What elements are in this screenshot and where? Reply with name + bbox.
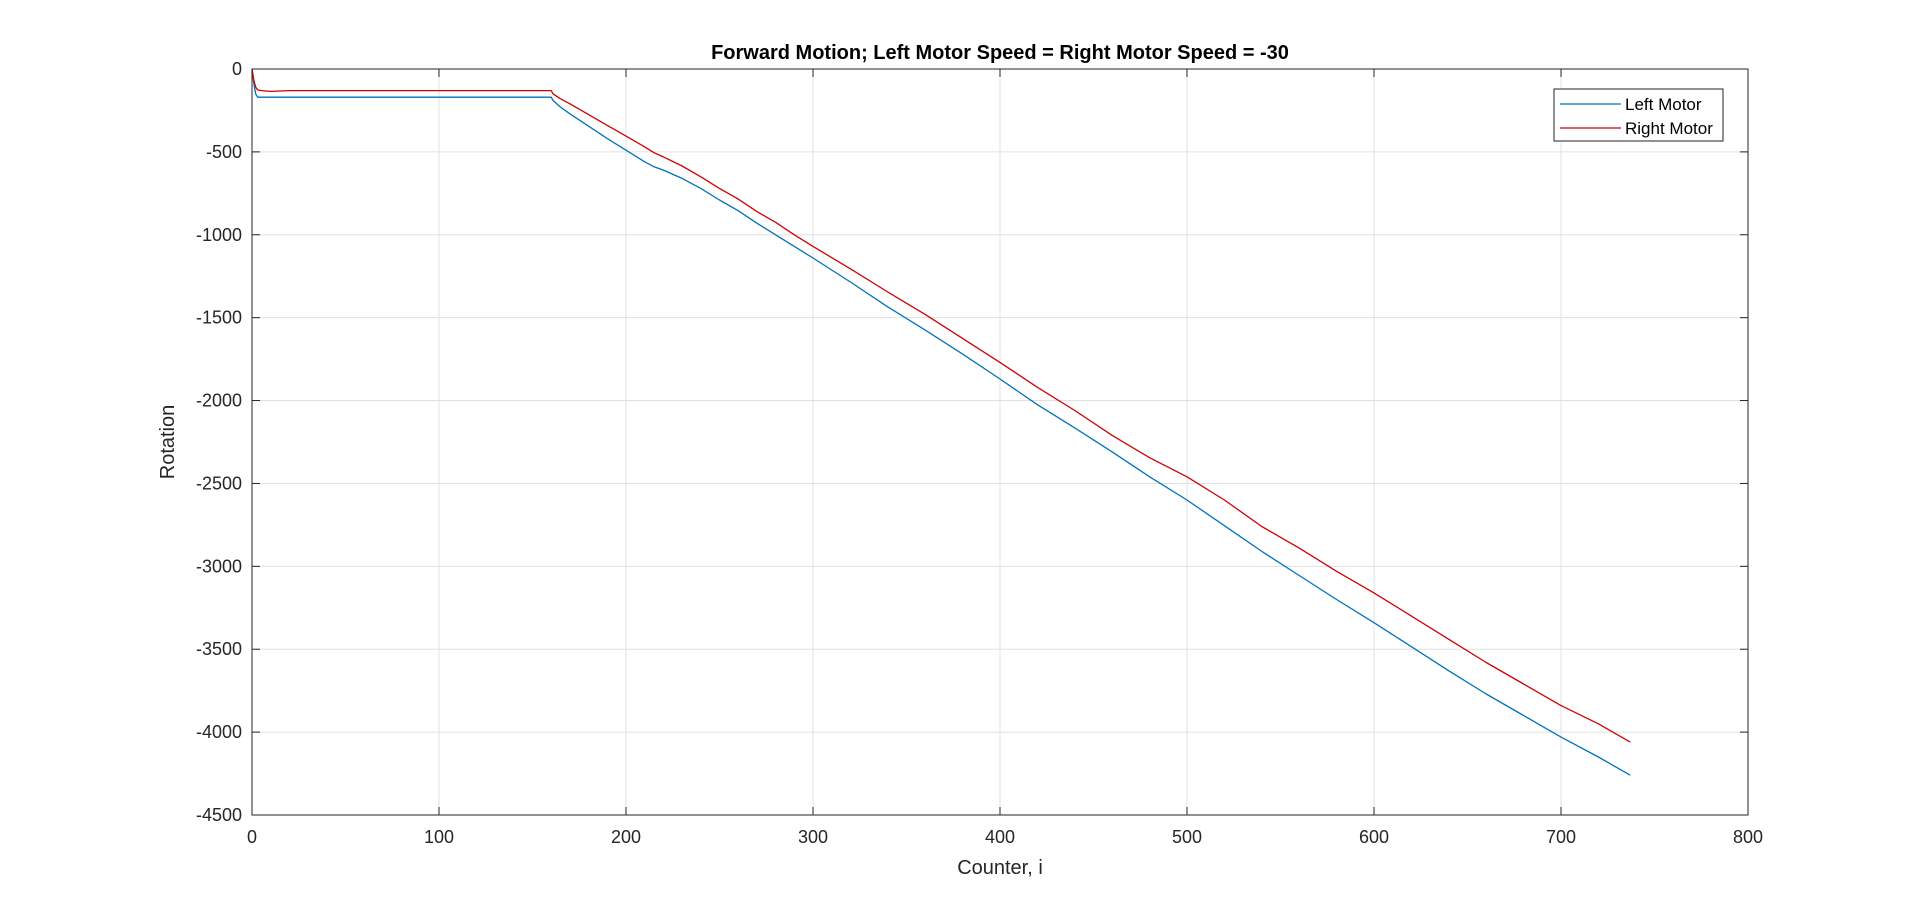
legend: Left Motor Right Motor bbox=[1553, 88, 1724, 142]
series-lines bbox=[251, 68, 1631, 776]
x-tick-label: 0 bbox=[247, 827, 257, 847]
y-tick-label: -2500 bbox=[196, 473, 242, 493]
axis-ticks: 0 100 200 300 400 500 600 700 800 0 -500 -1000 -1500… bbox=[196, 59, 1763, 847]
y-tick-label: -1000 bbox=[196, 225, 242, 245]
x-tick-label: 800 bbox=[1733, 827, 1763, 847]
series-line-right-motor bbox=[251, 68, 1631, 743]
y-axis-label: Rotation bbox=[157, 405, 179, 480]
series-line-left-motor bbox=[251, 68, 1631, 776]
y-tick-label: -4000 bbox=[196, 722, 242, 742]
x-tick-label: 600 bbox=[1359, 827, 1389, 847]
legend-label: Left Motor bbox=[1625, 95, 1702, 114]
y-tick-label: -2000 bbox=[196, 391, 242, 411]
x-tick-label: 500 bbox=[1172, 827, 1202, 847]
x-axis-label: Counter, i bbox=[957, 857, 1043, 879]
y-tick-label: -1500 bbox=[196, 308, 242, 328]
x-tick-label: 200 bbox=[611, 827, 641, 847]
y-tick-label: -3000 bbox=[196, 556, 242, 576]
x-tick-label: 300 bbox=[798, 827, 828, 847]
legend-box bbox=[1553, 88, 1724, 142]
y-tick-label: -3500 bbox=[196, 639, 242, 659]
x-tick-label: 400 bbox=[985, 827, 1015, 847]
chart-title: Forward Motion; Left Motor Speed = Right… bbox=[711, 42, 1289, 64]
legend-label: Right Motor bbox=[1625, 119, 1713, 138]
x-tick-label: 100 bbox=[424, 827, 454, 847]
y-tick-label: -4500 bbox=[196, 805, 242, 825]
y-tick-label: -500 bbox=[206, 142, 242, 162]
y-tick-label: 0 bbox=[232, 59, 242, 79]
x-tick-label: 700 bbox=[1546, 827, 1576, 847]
